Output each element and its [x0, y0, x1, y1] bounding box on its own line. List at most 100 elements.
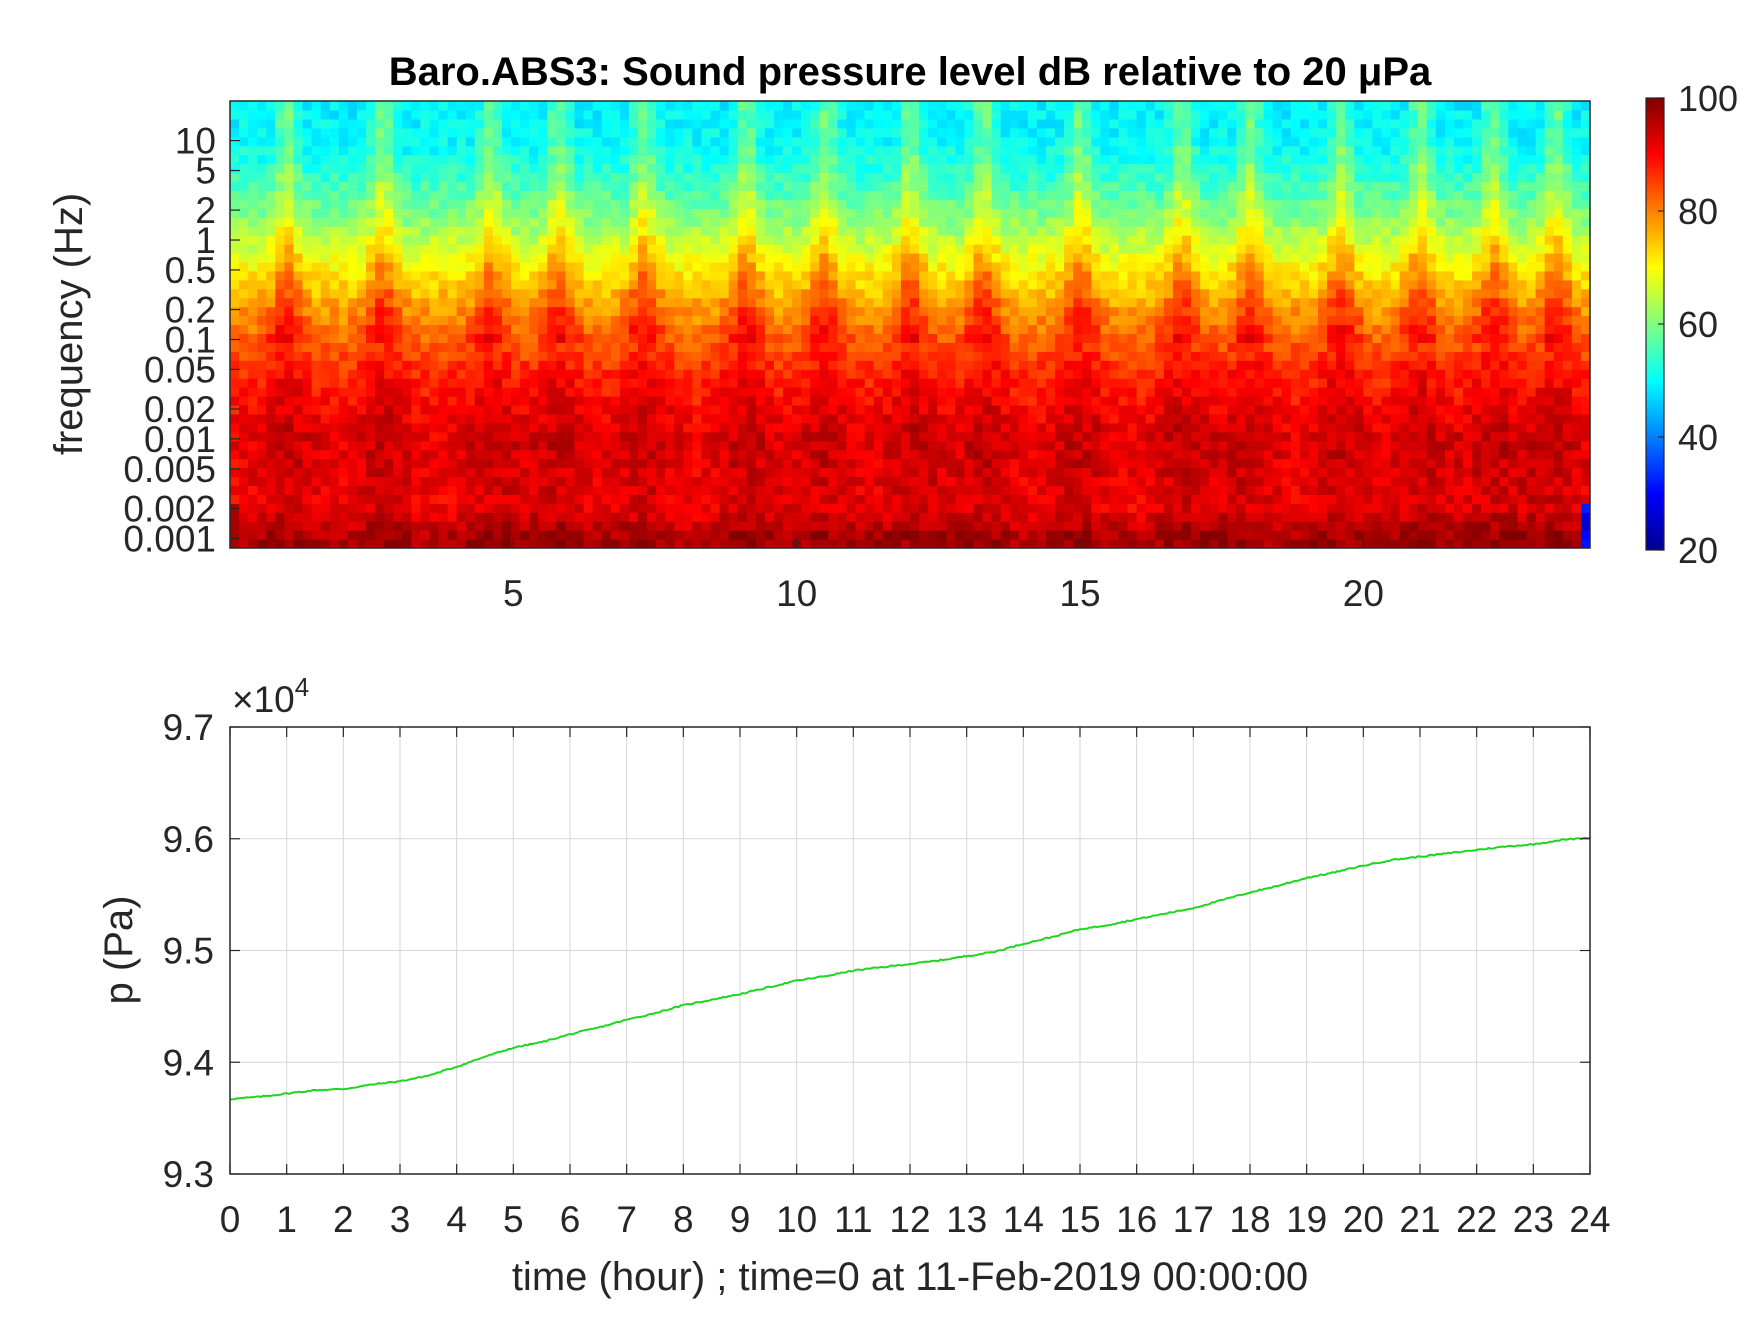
- heatmap-cell: [257, 494, 267, 504]
- heatmap-cell: [574, 244, 585, 254]
- heatmap-cell: [429, 369, 440, 379]
- heatmap-cell: [1417, 378, 1428, 388]
- heatmap-cell: [1508, 440, 1519, 451]
- heatmap-cell: [420, 360, 431, 370]
- heatmap-cell: [447, 360, 458, 370]
- heatmap-cell: [1571, 431, 1582, 442]
- heatmap-cell: [665, 369, 675, 379]
- heatmap-cell: [1354, 333, 1364, 343]
- heatmap-cell: [547, 449, 557, 460]
- heatmap-cell: [1408, 512, 1419, 522]
- heatmap-cell: [1508, 324, 1519, 335]
- heatmap-cell: [402, 261, 412, 272]
- heatmap-cell: [1182, 467, 1192, 478]
- heatmap-cell: [1318, 396, 1328, 406]
- heatmap-cell: [1091, 530, 1101, 540]
- heatmap-cell: [1236, 530, 1247, 540]
- heatmap-cell: [556, 494, 567, 504]
- heatmap-cell: [1027, 431, 1038, 442]
- heatmap-cell: [928, 539, 938, 548]
- heatmap-cell: [910, 252, 920, 263]
- heatmap-cell: [1055, 422, 1065, 433]
- heatmap-cell: [737, 485, 748, 495]
- heatmap-cell: [257, 530, 267, 540]
- heatmap-cell: [1209, 279, 1219, 290]
- heatmap-cell: [601, 333, 612, 343]
- heatmap-cell: [1100, 413, 1111, 424]
- heatmap-cell: [1372, 252, 1383, 263]
- heatmap-cell: [529, 539, 539, 548]
- heatmap-cell: [1526, 539, 1537, 548]
- heatmap-cell: [1490, 449, 1500, 460]
- heatmap-cell: [311, 530, 322, 540]
- heatmap-cell: [257, 396, 267, 406]
- heatmap-cell: [973, 324, 984, 335]
- heatmap-cell: [774, 494, 784, 504]
- heatmap-cell: [882, 387, 893, 397]
- heatmap-cell: [438, 467, 449, 478]
- heatmap-cell: [366, 306, 376, 317]
- heatmap-cell: [438, 503, 449, 513]
- heatmap-cell: [1073, 539, 1083, 548]
- heatmap-cell: [1336, 324, 1346, 335]
- heatmap-cell: [900, 315, 911, 326]
- heatmap-cell: [1281, 503, 1292, 513]
- heatmap-cell: [248, 261, 258, 272]
- heatmap-cell: [492, 324, 503, 335]
- heatmap-cell: [230, 449, 240, 460]
- heatmap-cell: [955, 458, 965, 469]
- heatmap-cell: [1182, 431, 1192, 442]
- heatmap-cell: [1580, 324, 1590, 335]
- heatmap-cell: [1218, 512, 1228, 522]
- heatmap-cell: [1472, 503, 1482, 513]
- heatmap-cell: [955, 396, 965, 406]
- heatmap-cell: [1263, 539, 1274, 548]
- heatmap-cell: [928, 378, 938, 388]
- heatmap-cell: [1490, 539, 1500, 548]
- heatmap-cell: [293, 458, 304, 469]
- heatmap-cell: [529, 297, 539, 308]
- heatmap-cell: [1562, 333, 1573, 343]
- heatmap-cell: [538, 449, 548, 460]
- heatmap-cell: [275, 476, 285, 487]
- heatmap-cell: [864, 404, 875, 415]
- heatmap-cell: [1417, 387, 1428, 397]
- heatmap-cell: [1036, 431, 1047, 442]
- heatmap-cell: [1390, 503, 1401, 513]
- heatmap-cell: [656, 360, 666, 370]
- heatmap-cell: [783, 476, 793, 487]
- heatmap-cell: [1290, 431, 1301, 442]
- heatmap-cell: [456, 521, 467, 531]
- heatmap-cell: [1136, 422, 1147, 433]
- heatmap-cell: [1336, 422, 1346, 433]
- heatmap-cell: [1327, 422, 1337, 433]
- heatmap-cell: [1109, 494, 1120, 504]
- heatmap-cell: [1454, 297, 1464, 308]
- heatmap-cell: [1154, 440, 1165, 451]
- heatmap-cell: [429, 485, 440, 495]
- heatmap-cell: [937, 252, 947, 263]
- heatmap-cell: [1435, 378, 1446, 388]
- heatmap-cell: [1073, 324, 1083, 335]
- heatmap-cell: [1354, 387, 1364, 397]
- heatmap-cell: [1136, 351, 1147, 361]
- heatmap-cell: [1073, 288, 1083, 299]
- heatmap-cell: [502, 297, 512, 308]
- heatmap-cell: [1209, 342, 1219, 352]
- heatmap-cell: [1118, 342, 1129, 352]
- heatmap-cell: [502, 404, 512, 415]
- heatmap-cell: [1082, 503, 1092, 513]
- heatmap-cell: [801, 539, 811, 548]
- heatmap-cell: [456, 252, 467, 263]
- heatmap-cell: [1490, 476, 1500, 487]
- heatmap-cell: [1508, 396, 1519, 406]
- heatmap-cell: [819, 458, 829, 469]
- heatmap-cell: [483, 351, 494, 361]
- heatmap-cell: [737, 378, 748, 388]
- heatmap-cell: [882, 261, 893, 272]
- heatmap-cell: [1154, 404, 1165, 415]
- heatmap-cell: [366, 342, 376, 352]
- heatmap-cell: [574, 476, 585, 487]
- heatmap-cell: [275, 252, 285, 263]
- heatmap-cell: [320, 333, 331, 343]
